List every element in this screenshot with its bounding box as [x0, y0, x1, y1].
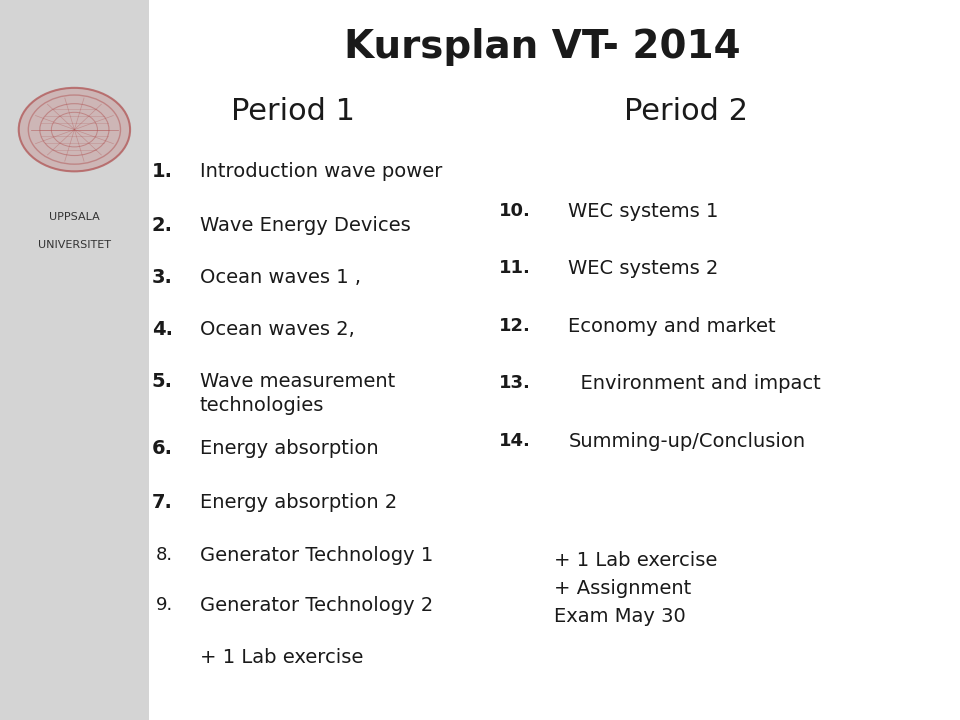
Text: Generator Technology 2: Generator Technology 2 — [200, 596, 433, 615]
Text: 6.: 6. — [152, 439, 173, 458]
Text: Environment and impact: Environment and impact — [568, 374, 821, 393]
Text: 13.: 13. — [499, 374, 531, 392]
Text: WEC systems 1: WEC systems 1 — [568, 202, 719, 220]
Text: Summing-up/Conclusion: Summing-up/Conclusion — [568, 432, 805, 451]
Text: 12.: 12. — [499, 317, 531, 335]
Text: Kursplan VT- 2014: Kursplan VT- 2014 — [344, 28, 741, 66]
Text: 8.: 8. — [156, 546, 173, 564]
Text: 1.: 1. — [152, 162, 173, 181]
Text: 14.: 14. — [499, 432, 531, 450]
Text: 7.: 7. — [152, 493, 173, 512]
Text: Generator Technology 1: Generator Technology 1 — [200, 546, 433, 564]
Text: + 1 Lab exercise
+ Assignment
Exam May 30: + 1 Lab exercise + Assignment Exam May 3… — [554, 551, 717, 626]
Text: WEC systems 2: WEC systems 2 — [568, 259, 719, 278]
Text: 5.: 5. — [152, 372, 173, 390]
Text: UNIVERSITET: UNIVERSITET — [37, 240, 111, 250]
Text: 11.: 11. — [499, 259, 531, 277]
Text: Ocean waves 1 ,: Ocean waves 1 , — [200, 268, 361, 287]
Text: Economy and market: Economy and market — [568, 317, 776, 336]
Circle shape — [19, 88, 131, 171]
Text: Introduction wave power: Introduction wave power — [200, 162, 442, 181]
Text: Wave Energy Devices: Wave Energy Devices — [200, 216, 411, 235]
Text: Wave measurement
technologies: Wave measurement technologies — [200, 372, 395, 415]
Text: Energy absorption: Energy absorption — [200, 439, 378, 458]
Text: 3.: 3. — [152, 268, 173, 287]
Text: 9.: 9. — [156, 596, 173, 614]
Text: + 1 Lab exercise: + 1 Lab exercise — [200, 648, 363, 667]
Text: 2.: 2. — [152, 216, 173, 235]
FancyBboxPatch shape — [0, 0, 149, 720]
Text: Period 1: Period 1 — [230, 97, 355, 126]
Text: Ocean waves 2,: Ocean waves 2, — [200, 320, 354, 338]
Text: 10.: 10. — [499, 202, 531, 220]
Text: UPPSALA: UPPSALA — [49, 212, 100, 222]
Text: Period 2: Period 2 — [624, 97, 749, 126]
Text: Energy absorption 2: Energy absorption 2 — [200, 493, 396, 512]
Text: 4.: 4. — [152, 320, 173, 338]
